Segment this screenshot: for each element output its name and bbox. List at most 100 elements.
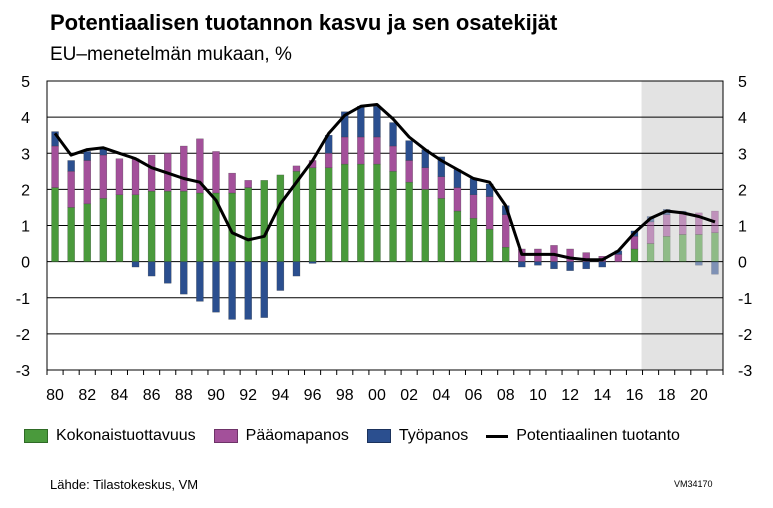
y-tick-label-left: 5 [21,74,30,91]
x-tick-label: 84 [111,387,129,404]
bar-tyopanos-2020 [695,261,703,266]
legend-label-tyopanos: Työpanos [398,427,469,444]
x-tick-label: 94 [271,387,289,404]
bar-kokonaistuottavuus-2000 [373,163,381,262]
bar-tyopanos-1986 [147,261,156,277]
legend-item-potentiaalinen-tuotanto: Potentiaalinen tuotanto [486,427,680,445]
bar-paaomapanos-1989 [196,138,204,194]
x-tick-label: 16 [626,387,644,404]
legend-label-paaomapanos: Pääomapanos [245,427,349,444]
bar-tyopanos-1998 [341,111,349,138]
bar-paaomapanos-2001 [389,145,397,172]
x-tick-label: 18 [658,387,676,404]
bar-kokonaistuottavuus-1993 [260,180,268,262]
bar-paaomapanos-1985 [131,158,140,195]
bar-paaomapanos-2005 [453,187,462,212]
y-tick-label-right: -1 [738,291,752,308]
x-tick-label: 80 [46,387,64,404]
bar-tyopanos-1981 [67,160,75,172]
y-tick-label-left: -2 [16,327,30,344]
bar-kokonaistuottavuus-2005 [453,210,462,262]
y-tick-label-right: -3 [738,363,752,380]
y-tick-label-right: -2 [738,327,752,344]
bar-tyopanos-1995 [292,261,301,277]
bar-kokonaistuottavuus-1988 [180,190,188,262]
bar-paaomapanos-1982 [83,160,91,205]
bar-kokonaistuottavuus-2016 [630,248,639,262]
x-tick-label: 90 [207,387,225,404]
bar-tyopanos-1992 [244,261,252,320]
bar-kokonaistuottavuus-1985 [131,194,140,262]
bar-kokonaistuottavuus-2019 [679,234,687,262]
bar-tyopanos-1991 [228,261,236,320]
bar-paaomapanos-2007 [485,196,494,230]
bar-kokonaistuottavuus-2006 [469,218,478,262]
bar-tyopanos-1994 [276,261,285,291]
bar-tyopanos-2012 [566,261,574,271]
bar-tyopanos-2006 [469,178,478,195]
legend-label-potentiaalinen-tuotanto: Potentiaalinen tuotanto [516,427,680,444]
source-note: Lähde: Tilastokeskus, VM [50,477,199,492]
x-tick-label: 82 [78,387,96,404]
bar-tyopanos-1982 [83,151,91,161]
bar-paaomapanos-1999 [357,136,365,165]
x-tick-label: 86 [143,387,161,404]
legend-swatch-kokonaistuottavuus [24,429,48,443]
x-tick-label: 10 [529,387,547,404]
bar-kokonaistuottavuus-1999 [357,163,365,262]
bar-paaomapanos-2003 [421,167,429,190]
y-tick-label-right: 0 [738,255,747,272]
bar-tyopanos-1985 [131,261,140,268]
x-tick-label: 02 [400,387,418,404]
y-tick-label-left: -3 [16,363,30,380]
bar-tyopanos-1987 [164,261,172,284]
bar-kokonaistuottavuus-1994 [276,174,285,262]
bar-paaomapanos-1992 [244,180,252,188]
bar-tyopanos-1989 [196,261,204,302]
x-tick-label: 20 [690,387,708,404]
bar-kokonaistuottavuus-1984 [115,194,124,262]
bar-kokonaistuottavuus-1987 [164,190,172,262]
bar-kokonaistuottavuus-2007 [485,228,494,262]
bar-kokonaistuottavuus-2017 [646,243,655,262]
x-tick-label: 00 [368,387,386,404]
bar-kokonaistuottavuus-1986 [147,190,156,262]
y-tick-label-left: 1 [21,219,30,236]
bar-paaomapanos-2019 [679,212,687,235]
line-potentiaalinen-tuotanto [53,103,716,262]
bar-paaomapanos-2000 [373,136,381,165]
legend-label-kokonaistuottavuus: Kokonaistuottavuus [56,427,196,444]
y-tick-label-left: 2 [21,182,30,199]
chart-canvas: 5 54 43 32 21 10 0-1 -1-2 -2-3 -380 82 84 86 88 90 92 94… [16,74,753,404]
bar-paaomapanos-2017 [646,221,655,244]
bar-kokonaistuottavuus-1983 [99,198,108,262]
x-tick-label: 96 [304,387,322,404]
bar-tyopanos-2004 [437,156,446,177]
y-tick-label-right: 5 [738,74,747,91]
bar-kokonaistuottavuus-1981 [67,207,75,262]
bar-paaomapanos-1986 [147,154,156,192]
bar-tyopanos-2010 [534,261,542,266]
bar-tyopanos-2001 [389,122,397,147]
x-tick-label: 04 [432,387,450,404]
y-tick-label-right: 3 [738,146,747,163]
bar-paaomapanos-2015 [614,254,623,262]
bar-kokonaistuottavuus-1980 [51,187,59,262]
bar-tyopanos-1999 [357,106,365,138]
x-tick-label: 92 [239,387,257,404]
y-tick-label-right: 2 [738,182,747,199]
bar-kokonaistuottavuus-1982 [83,203,91,262]
bar-kokonaistuottavuus-2002 [405,181,413,262]
bar-tyopanos-2021 [711,261,719,275]
bar-paaomapanos-2002 [405,160,413,183]
bar-paaomapanos-1984 [115,158,124,195]
chart-subtitle: EU–menetelmän mukaan, % [50,44,292,65]
bar-paaomapanos-2016 [630,236,639,250]
bar-paaomapanos-1995 [292,165,301,172]
bar-kokonaistuottavuus-2020 [695,234,703,262]
y-tick-label-left: 4 [21,110,30,127]
chart-title: Potentiaalisen tuotannon kasvu ja sen os… [50,10,558,35]
chart-code: VM34170 [674,479,713,489]
bar-paaomapanos-2008 [502,214,510,248]
x-tick-label: 12 [561,387,579,404]
